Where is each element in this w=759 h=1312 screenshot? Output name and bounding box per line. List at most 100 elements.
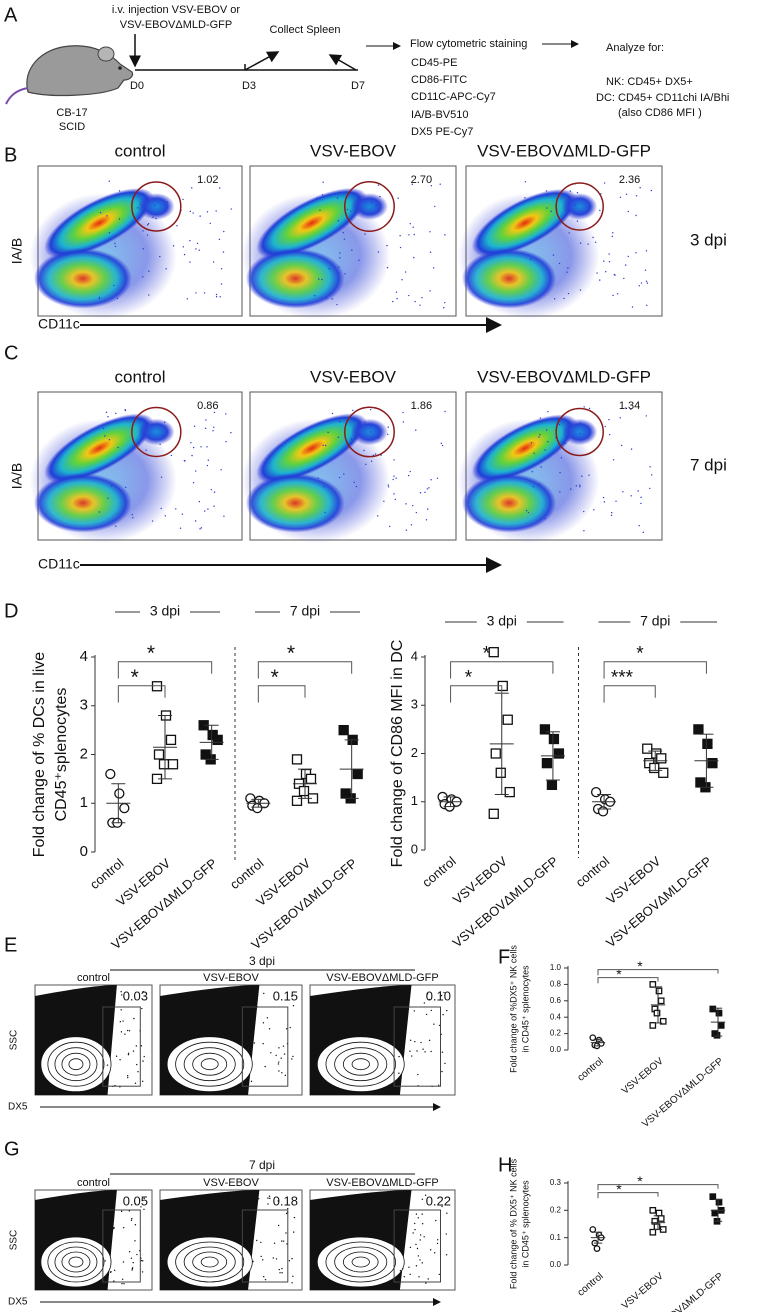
event-dot: [113, 284, 115, 287]
cell-population: [44, 188, 155, 258]
event-dot: [120, 1210, 123, 1213]
event-dot: [198, 249, 201, 251]
event-dot: [576, 191, 579, 194]
event-dot: [200, 527, 203, 529]
event-dot: [275, 1054, 277, 1057]
event-dot: [443, 307, 445, 309]
event-dot: [196, 242, 199, 245]
event-dot: [147, 223, 150, 225]
event-dot: [257, 1198, 260, 1200]
event-dot: [441, 1205, 443, 1208]
contour: [351, 1058, 370, 1071]
data-point: [105, 768, 116, 780]
event-dot: [282, 1045, 285, 1047]
panel-label: B: [4, 144, 17, 166]
contour: [200, 1058, 219, 1071]
contour: [192, 1251, 228, 1273]
gate: [102, 1209, 141, 1283]
event-dot: [411, 1055, 413, 1057]
event-dot: [282, 1240, 285, 1242]
event-dot: [264, 1065, 266, 1068]
event-dot: [363, 449, 365, 452]
event-dot: [218, 238, 221, 241]
event-dot: [132, 1261, 134, 1264]
data-point: [709, 1005, 717, 1013]
event-dot: [599, 209, 601, 212]
event-dot: [142, 230, 144, 232]
event-dot: [220, 469, 222, 471]
event-dot: [640, 502, 642, 505]
event-dot: [115, 1055, 118, 1057]
event-dot: [539, 417, 542, 419]
data-point: [659, 1017, 667, 1025]
event-dot: [142, 1060, 144, 1062]
data-point: [707, 758, 718, 769]
event-dot: [392, 478, 394, 481]
contour: [342, 1251, 379, 1273]
timepoint-label: 7 dpi: [249, 1158, 275, 1172]
event-dot: [531, 471, 533, 473]
data-point: [165, 734, 177, 746]
event-dot: [122, 1226, 125, 1229]
event-dot: [106, 1033, 109, 1036]
event-dot: [527, 511, 530, 514]
event-dot: [444, 301, 446, 304]
event-dot: [396, 1011, 399, 1013]
event-dot: [445, 1233, 447, 1235]
event-dot: [146, 234, 149, 236]
event-dot: [645, 415, 648, 417]
event-dot: [619, 196, 622, 199]
cell-population: [245, 248, 345, 309]
y-axis-label: IA/B: [9, 238, 25, 264]
day-label: D3: [242, 80, 256, 92]
event-dot: [283, 1053, 286, 1055]
event-dot: [278, 1047, 280, 1049]
data-point: [291, 795, 303, 806]
event-dot: [529, 258, 532, 260]
event-dot: [113, 1269, 116, 1271]
event-dot: [430, 1009, 433, 1012]
event-dot: [644, 269, 647, 271]
event-dot: [268, 1028, 271, 1030]
event-dot: [612, 232, 614, 234]
x-tick-label: control: [573, 853, 613, 890]
event-dot: [547, 441, 549, 443]
event-dot: [253, 1042, 256, 1044]
y-tick-label: 1: [411, 793, 418, 808]
gate-percent: 2.70: [411, 174, 432, 186]
event-dot: [424, 1051, 426, 1053]
event-dot: [408, 1266, 410, 1268]
event-dot: [441, 444, 444, 447]
event-dot: [383, 500, 385, 502]
event-dot: [160, 507, 162, 510]
y-tick-label: 3: [411, 697, 418, 712]
event-dot: [608, 418, 610, 421]
event-dot: [408, 294, 410, 297]
event-dot: [540, 466, 542, 468]
event-dot: [331, 298, 333, 300]
event-dot: [105, 1232, 108, 1234]
y-tick-label: 0.2: [550, 1029, 562, 1038]
event-dot: [287, 1207, 289, 1210]
gate-percent: 2.36: [619, 174, 640, 186]
event-dot: [131, 1267, 134, 1269]
event-dot: [162, 434, 164, 437]
event-dot: [213, 505, 215, 507]
event-dot: [377, 515, 379, 517]
event-dot: [587, 243, 589, 245]
event-dot: [285, 1232, 287, 1234]
gate-percent: 1.86: [411, 400, 432, 412]
x-axis-label: CD11c: [38, 316, 80, 332]
data-point: [655, 1209, 663, 1217]
data-point: [298, 785, 310, 797]
data-point: [593, 1245, 601, 1252]
event-dot: [579, 485, 581, 488]
event-dot: [104, 1011, 107, 1013]
panel-title: VSV-EBOVΔMLD-GFP: [326, 972, 438, 984]
event-dot: [110, 485, 113, 487]
event-dot: [209, 222, 211, 225]
event-dot: [289, 1026, 291, 1029]
significance-label: *: [616, 1181, 622, 1197]
event-dot: [160, 476, 163, 478]
event-dot: [419, 492, 422, 494]
